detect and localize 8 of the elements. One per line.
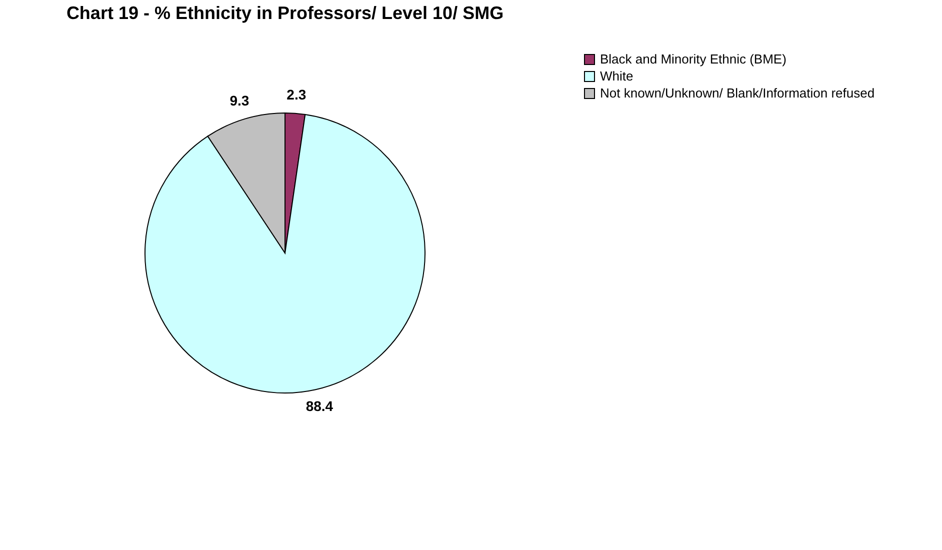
pie-slice (144, 114, 426, 394)
legend-label: Not known/Unknown/ Blank/Information refused (600, 86, 875, 100)
data-label: 88.4 (306, 398, 334, 414)
data-label: 2.3 (286, 86, 306, 102)
chart-title: Chart 19 - % Ethnicity in Professors/ Level 10/ SMG (66, 3, 504, 23)
legend-label: White (600, 68, 634, 84)
legend-label: Black and Minority Ethnic (BME) (600, 52, 786, 66)
data-label: 9.3 (230, 92, 250, 109)
